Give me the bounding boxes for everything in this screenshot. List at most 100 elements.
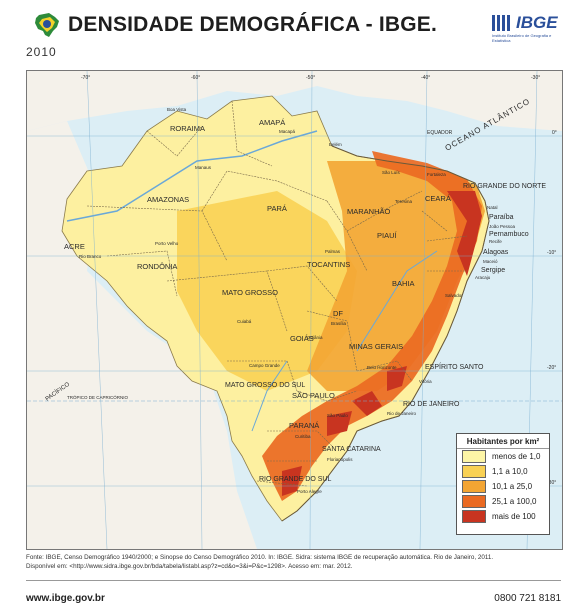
state-label: SANTA CATARINA bbox=[322, 446, 381, 453]
state-labels: RORAIMA AMAPÁ AMAZONAS PARÁ MARANHÃO CEA… bbox=[64, 118, 546, 483]
state-label: Pernambuco bbox=[489, 231, 529, 238]
city-label: Belo Horizonte bbox=[367, 365, 397, 370]
state-label: TOCANTINS bbox=[307, 260, 350, 269]
meridian-label: -50° bbox=[306, 75, 315, 81]
legend-swatch bbox=[462, 480, 486, 493]
density-layer-very-high bbox=[282, 191, 482, 496]
state-label: CEARÁ bbox=[425, 194, 451, 203]
state-label: AMAZONAS bbox=[147, 195, 189, 204]
legend-item: mais de 100 bbox=[457, 509, 549, 524]
state-label: MATO GROSSO bbox=[222, 288, 278, 297]
state-label: ACRE bbox=[64, 242, 85, 251]
city-label: Boa Vista bbox=[167, 107, 187, 112]
city-label: Manaus bbox=[195, 165, 212, 170]
city-label: João Pessoa bbox=[489, 224, 516, 229]
city-label: Belém bbox=[329, 142, 342, 147]
city-label: Porto Alegre bbox=[297, 489, 322, 494]
city-label: Aracaju bbox=[475, 275, 491, 280]
source-line-1: Fonte: IBGE, Censo Demográfico 1940/2000… bbox=[26, 554, 494, 561]
state-label: AMAPÁ bbox=[259, 118, 285, 127]
state-label: PARANÁ bbox=[289, 421, 319, 430]
brazil-flag-map-icon bbox=[35, 13, 59, 37]
ibge-logo-text: IBGE bbox=[516, 13, 558, 32]
meridian-label: -40° bbox=[421, 75, 430, 81]
parallel-label: -20° bbox=[547, 365, 556, 371]
legend-title: Habitantes por km² bbox=[457, 434, 549, 449]
parallel-label: -10° bbox=[547, 250, 556, 256]
city-label: São Paulo bbox=[327, 413, 348, 418]
footer-phone: 0800 721 8181 bbox=[494, 593, 561, 604]
city-label: Porto Velho bbox=[155, 241, 179, 246]
state-label: RIO DE JANEIRO bbox=[403, 401, 460, 408]
city-label: Natal bbox=[487, 205, 498, 210]
state-label: ESPÍRITO SANTO bbox=[425, 362, 484, 371]
state-label: MARANHÃO bbox=[347, 207, 391, 216]
map-frame: OCEANO ATLÂNTICO PACÍFICO EQUADOR TRÓPIC… bbox=[26, 70, 563, 550]
city-label: Vitória bbox=[419, 379, 432, 384]
river-sao-francisco bbox=[356, 250, 438, 352]
legend-swatch bbox=[462, 450, 486, 463]
state-label: RIO GRANDE DO NORTE bbox=[463, 183, 546, 190]
legend-swatch bbox=[462, 465, 486, 478]
meridian-label: -60° bbox=[191, 75, 200, 81]
source-note: Fonte: IBGE, Censo Demográfico 1940/2000… bbox=[26, 553, 561, 571]
legend-swatch bbox=[462, 495, 486, 508]
header: DENSIDADE DEMOGRÁFICA - IBGE. 2010 IBGE … bbox=[0, 0, 587, 60]
legend-item: 25,1 a 100,0 bbox=[457, 494, 549, 509]
coastline bbox=[281, 145, 490, 522]
city-label: Campo Grande bbox=[249, 363, 280, 368]
meridian-label: -70° bbox=[81, 75, 90, 81]
footer-divider bbox=[26, 580, 561, 581]
city-label: Recife bbox=[489, 239, 502, 244]
state-label: RORAIMA bbox=[170, 124, 205, 133]
density-layer-low bbox=[177, 191, 357, 391]
state-label: DF bbox=[333, 309, 343, 318]
state-label: PARÁ bbox=[267, 204, 287, 213]
legend-swatch bbox=[462, 510, 486, 523]
legend-label: mais de 100 bbox=[492, 512, 536, 521]
legend-item: 1,1 a 10,0 bbox=[457, 464, 549, 479]
city-label: Teresina bbox=[395, 199, 413, 204]
state-label: GOIÁS bbox=[290, 334, 314, 343]
page-title: DENSIDADE DEMOGRÁFICA - IBGE. bbox=[68, 13, 438, 36]
state-borders bbox=[86, 100, 468, 487]
city-label: Curitiba bbox=[295, 434, 311, 439]
legend-label: 1,1 a 10,0 bbox=[492, 467, 528, 476]
state-label: SÃO PAULO bbox=[292, 391, 335, 400]
brazil-density-map: OCEANO ATLÂNTICO PACÍFICO EQUADOR TRÓPIC… bbox=[27, 71, 562, 549]
density-layer-mid bbox=[307, 161, 485, 391]
city-label: Maceió bbox=[483, 259, 498, 264]
legend-label: 10,1 a 25,0 bbox=[492, 482, 533, 491]
legend-label: menos de 1,0 bbox=[492, 452, 541, 461]
state-label: RONDÔNIA bbox=[137, 262, 177, 271]
ibge-logo-icon bbox=[492, 15, 510, 31]
legend-label: 25,1 a 100,0 bbox=[492, 497, 537, 506]
parallel-label: -30° bbox=[547, 480, 556, 486]
city-labels: Boa Vista Macapá Manaus Belém São Luís F… bbox=[79, 107, 516, 494]
city-label: Rio de Janeiro bbox=[387, 411, 417, 416]
city-label: Salvador bbox=[445, 293, 463, 298]
state-label: Alagoas bbox=[483, 249, 509, 256]
city-label: Florianópolis bbox=[327, 457, 353, 462]
state-label: Paraíba bbox=[489, 214, 514, 221]
city-label: Palmas bbox=[325, 249, 341, 254]
city-label: São Luís bbox=[382, 170, 401, 175]
footer-url-link[interactable]: www.ibge.gov.br bbox=[26, 593, 105, 604]
city-label: Cuiabá bbox=[237, 319, 252, 324]
tropic-label: TRÓPICO DE CAPRICÓRNIO bbox=[67, 394, 129, 400]
legend-item: 10,1 a 25,0 bbox=[457, 479, 549, 494]
state-label: MATO GROSSO DO SUL bbox=[225, 382, 305, 389]
density-layer-high bbox=[262, 151, 482, 501]
city-label: Goiânia bbox=[307, 335, 323, 340]
city-label: Brasília bbox=[331, 321, 347, 326]
source-line-2: Disponível em: <http://www.sidra.ibge.go… bbox=[26, 563, 353, 570]
equator-label: EQUADOR bbox=[427, 130, 453, 136]
state-label: PIAUÍ bbox=[377, 231, 398, 240]
meridian-label: -30° bbox=[531, 75, 540, 81]
city-label: Rio Branco bbox=[79, 254, 102, 259]
state-label: MINAS GERAIS bbox=[349, 342, 403, 351]
state-label: RIO GRANDE DO SUL bbox=[259, 476, 331, 483]
city-label: Fortaleza bbox=[427, 172, 446, 177]
state-label: BAHIA bbox=[392, 279, 415, 288]
amazon-river bbox=[66, 130, 318, 222]
